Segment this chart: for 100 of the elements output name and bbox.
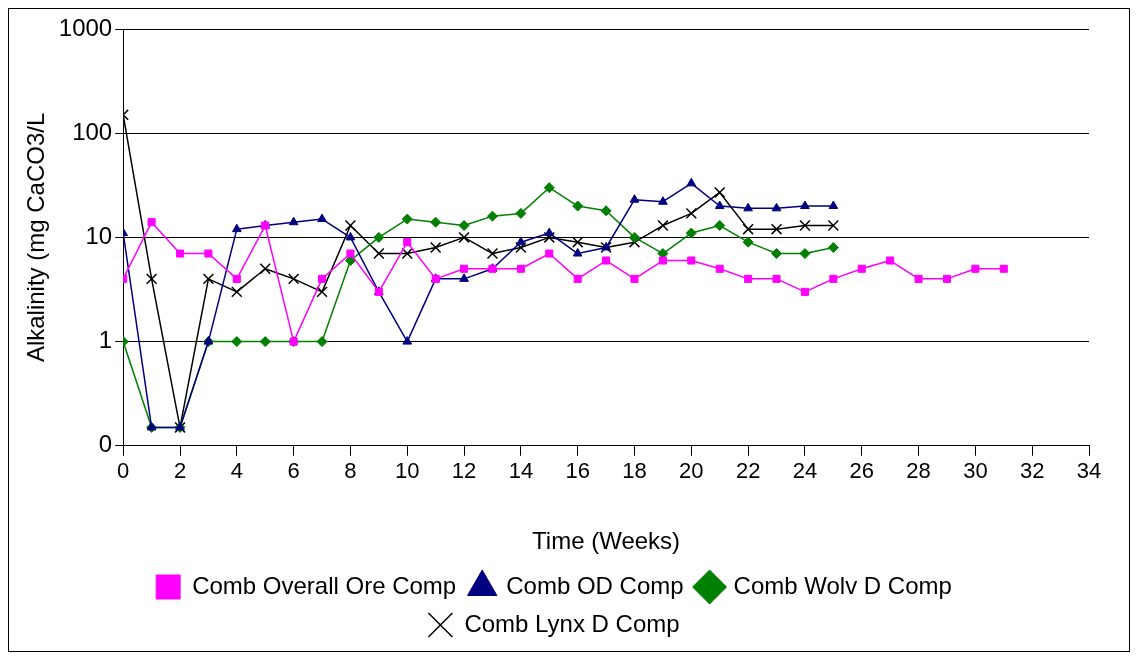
point <box>429 241 442 254</box>
point <box>373 247 385 260</box>
point <box>999 264 1008 273</box>
point <box>629 194 640 203</box>
point <box>630 274 639 283</box>
point <box>231 286 243 298</box>
y-axis-title: Alkalinity (mg CaCO3/L <box>22 112 50 363</box>
point <box>658 196 668 205</box>
point <box>516 236 526 246</box>
point <box>430 216 442 228</box>
y-tick-label: 1 <box>98 326 113 354</box>
point <box>744 274 753 283</box>
point <box>827 219 840 232</box>
point <box>799 248 811 260</box>
x-tick-label: 32 <box>1019 458 1045 484</box>
point <box>827 242 839 253</box>
x-tick-label: 28 <box>906 458 931 484</box>
point <box>543 231 555 244</box>
point <box>714 186 726 199</box>
point <box>742 223 754 235</box>
x-tick-label: 10 <box>395 458 420 484</box>
point <box>685 207 698 220</box>
point <box>942 274 952 283</box>
point <box>799 219 811 232</box>
point <box>914 274 923 283</box>
point <box>657 219 669 232</box>
x-tick-label: 30 <box>963 458 988 484</box>
x-tick-label: 22 <box>735 458 761 484</box>
point <box>573 274 582 283</box>
point <box>742 236 754 248</box>
point <box>403 238 412 247</box>
legend-label: Comb Overall Ore Comp <box>192 571 457 599</box>
point <box>515 207 527 219</box>
point <box>886 256 895 265</box>
point <box>715 264 724 273</box>
point <box>259 263 271 275</box>
point <box>231 336 243 348</box>
point <box>770 223 783 235</box>
x-axis-title: Time (Weeks) <box>532 527 681 555</box>
point <box>175 249 185 258</box>
x-tick-label: 8 <box>344 458 357 484</box>
point <box>771 248 783 260</box>
point <box>600 205 612 217</box>
x-tick-label: 20 <box>679 458 704 484</box>
x-tick-label: 26 <box>849 458 874 484</box>
point <box>402 336 413 345</box>
x-tick-label: 34 <box>1076 458 1102 484</box>
point <box>486 210 498 222</box>
point <box>486 247 499 260</box>
x-tick-label: 2 <box>173 458 187 484</box>
point <box>602 256 611 265</box>
point <box>316 336 328 348</box>
point <box>629 231 640 243</box>
y-tick-label: 100 <box>72 117 113 145</box>
y-tick-label: 0 <box>98 430 113 458</box>
point <box>345 231 356 241</box>
point <box>401 247 413 260</box>
point <box>516 264 525 273</box>
point <box>543 182 555 194</box>
point <box>772 274 781 283</box>
point <box>572 248 583 257</box>
point <box>458 220 470 232</box>
point <box>287 273 300 285</box>
legend-label: Comb OD Comp <box>506 571 684 599</box>
point <box>714 220 726 232</box>
point <box>685 227 697 239</box>
point <box>232 274 241 283</box>
x-tick-label: 12 <box>451 458 477 484</box>
x-tick-label: 18 <box>622 458 647 484</box>
y-tick-label: 10 <box>85 222 113 250</box>
point <box>231 223 242 233</box>
point <box>401 213 413 225</box>
legend-label: Comb Lynx D Comp <box>464 609 680 637</box>
point <box>658 256 667 265</box>
point <box>771 202 782 212</box>
point <box>800 287 809 296</box>
point <box>202 273 215 285</box>
point <box>572 200 584 212</box>
x-tick-label: 0 <box>117 458 130 484</box>
x-tick-label: 4 <box>230 458 243 484</box>
legend-label: Comb Wolv D Comp <box>733 571 952 599</box>
point <box>458 231 470 244</box>
point <box>204 249 213 258</box>
point <box>145 273 158 285</box>
point <box>316 286 328 298</box>
point <box>317 213 327 223</box>
point <box>857 264 866 273</box>
point <box>971 264 980 273</box>
point <box>147 218 156 227</box>
point <box>743 202 753 212</box>
point <box>288 216 299 226</box>
point <box>344 219 357 232</box>
point <box>259 336 271 348</box>
point <box>714 200 725 210</box>
x-tick-label: 16 <box>565 458 590 484</box>
x-tick-label: 24 <box>792 458 818 484</box>
point <box>686 177 697 187</box>
point <box>687 256 696 265</box>
x-tick-label: 14 <box>508 458 534 484</box>
point <box>828 200 839 210</box>
